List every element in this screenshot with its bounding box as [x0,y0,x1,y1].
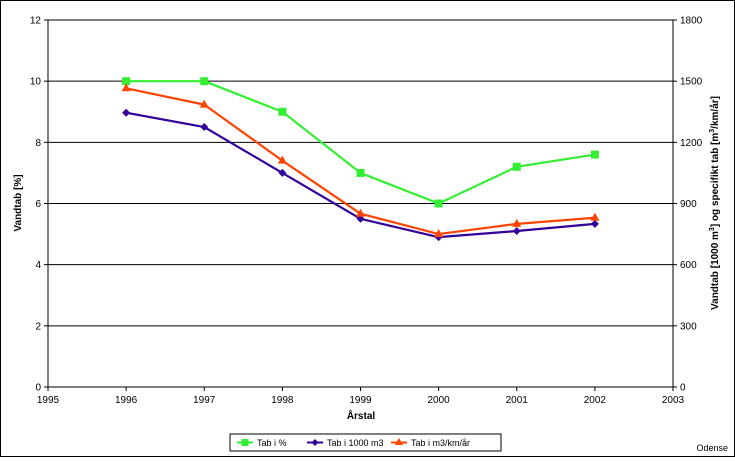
data-point-square [122,77,131,86]
data-point-diamond [200,123,209,132]
x-tick-label: 2001 [506,395,529,406]
y-left-tick-label: 0 [35,383,41,394]
x-tick-label: 1998 [271,395,294,406]
y-left-axis-label: Vandtab [%] [13,174,24,231]
x-tick-label: 2000 [428,395,451,406]
footer-note: Odense [696,443,728,453]
data-point-square [241,439,249,446]
y-right-tick-label: 1500 [680,77,703,88]
series-group [121,77,600,242]
x-axis-ticks: 1995 1996 1997 1998 1999 2000 2001 2002 2003 [37,387,685,406]
y-right-label-part: Vandtab [1000 m [710,231,721,310]
y-right-label-sup: 3 [709,227,716,231]
data-point-triangle [277,155,287,164]
y-left-tick-label: 6 [35,199,41,210]
data-point-triangle [434,229,444,238]
data-point-triangle [395,438,403,445]
y-right-tick-label: 0 [680,383,686,394]
legend-box [229,433,502,452]
y-right-label-part: /km/år] [709,96,721,129]
legend-label: Tab i % [257,438,287,448]
data-point-diamond [356,214,365,223]
y-right-tick-label: 1800 [680,16,703,27]
data-point-diamond [122,108,131,117]
x-tick-label: 2003 [662,395,685,406]
data-point-square [590,150,599,159]
data-point-diamond [512,227,521,236]
legend-label: Tab i m3/km/år [411,438,470,448]
y-left-tick-label: 12 [30,16,42,27]
x-tick-label: 1999 [349,395,372,406]
x-axis-label: Årstal [347,409,376,422]
y-left-tick-label: 2 [35,321,41,332]
y-left-tick-label: 4 [35,260,41,271]
y-right-tick-label: 900 [680,199,697,210]
x-tick-label: 1997 [193,395,216,406]
data-point-square [434,199,443,208]
y-right-axis-label: Vandtab [1000 m3] og specifikt tab [m3/k… [709,96,721,310]
x-tick-label: 1995 [37,395,60,406]
legend-label: Tab i 1000 m3 [327,438,384,448]
data-point-square [278,107,287,116]
data-point-diamond [311,439,319,446]
data-point-triangle [590,212,600,221]
y-left-tick-label: 8 [35,138,41,149]
data-point-triangle [199,99,209,108]
y-right-axis-ticks: 0 300 600 900 1200 1500 1800 [673,16,703,394]
y-left-tick-label: 10 [30,77,42,88]
data-point-diamond [590,219,599,228]
x-tick-label: 1996 [115,395,138,406]
x-tick-label: 2002 [584,395,607,406]
data-point-square [512,162,521,171]
y-right-label-sup: 3 [709,129,716,133]
data-point-triangle [512,218,522,227]
y-right-label-part: ] og specifikt tab [m [710,133,721,228]
y-right-tick-label: 300 [680,321,697,332]
y-left-axis-ticks: 0 2 4 6 8 10 12 [30,16,48,394]
legend-items: Tab i % Tab i 1000 m3 Tab i m3/km/år [237,438,470,448]
y-right-tick-label: 600 [680,260,697,271]
data-point-square [200,77,209,86]
legend: Tab i % Tab i 1000 m3 Tab i m3/km/år [229,433,502,452]
y-right-tick-label: 1200 [680,138,703,149]
data-point-diamond [278,168,287,177]
data-point-triangle [356,208,365,217]
data-point-triangle [121,83,131,92]
data-point-square [356,168,365,177]
